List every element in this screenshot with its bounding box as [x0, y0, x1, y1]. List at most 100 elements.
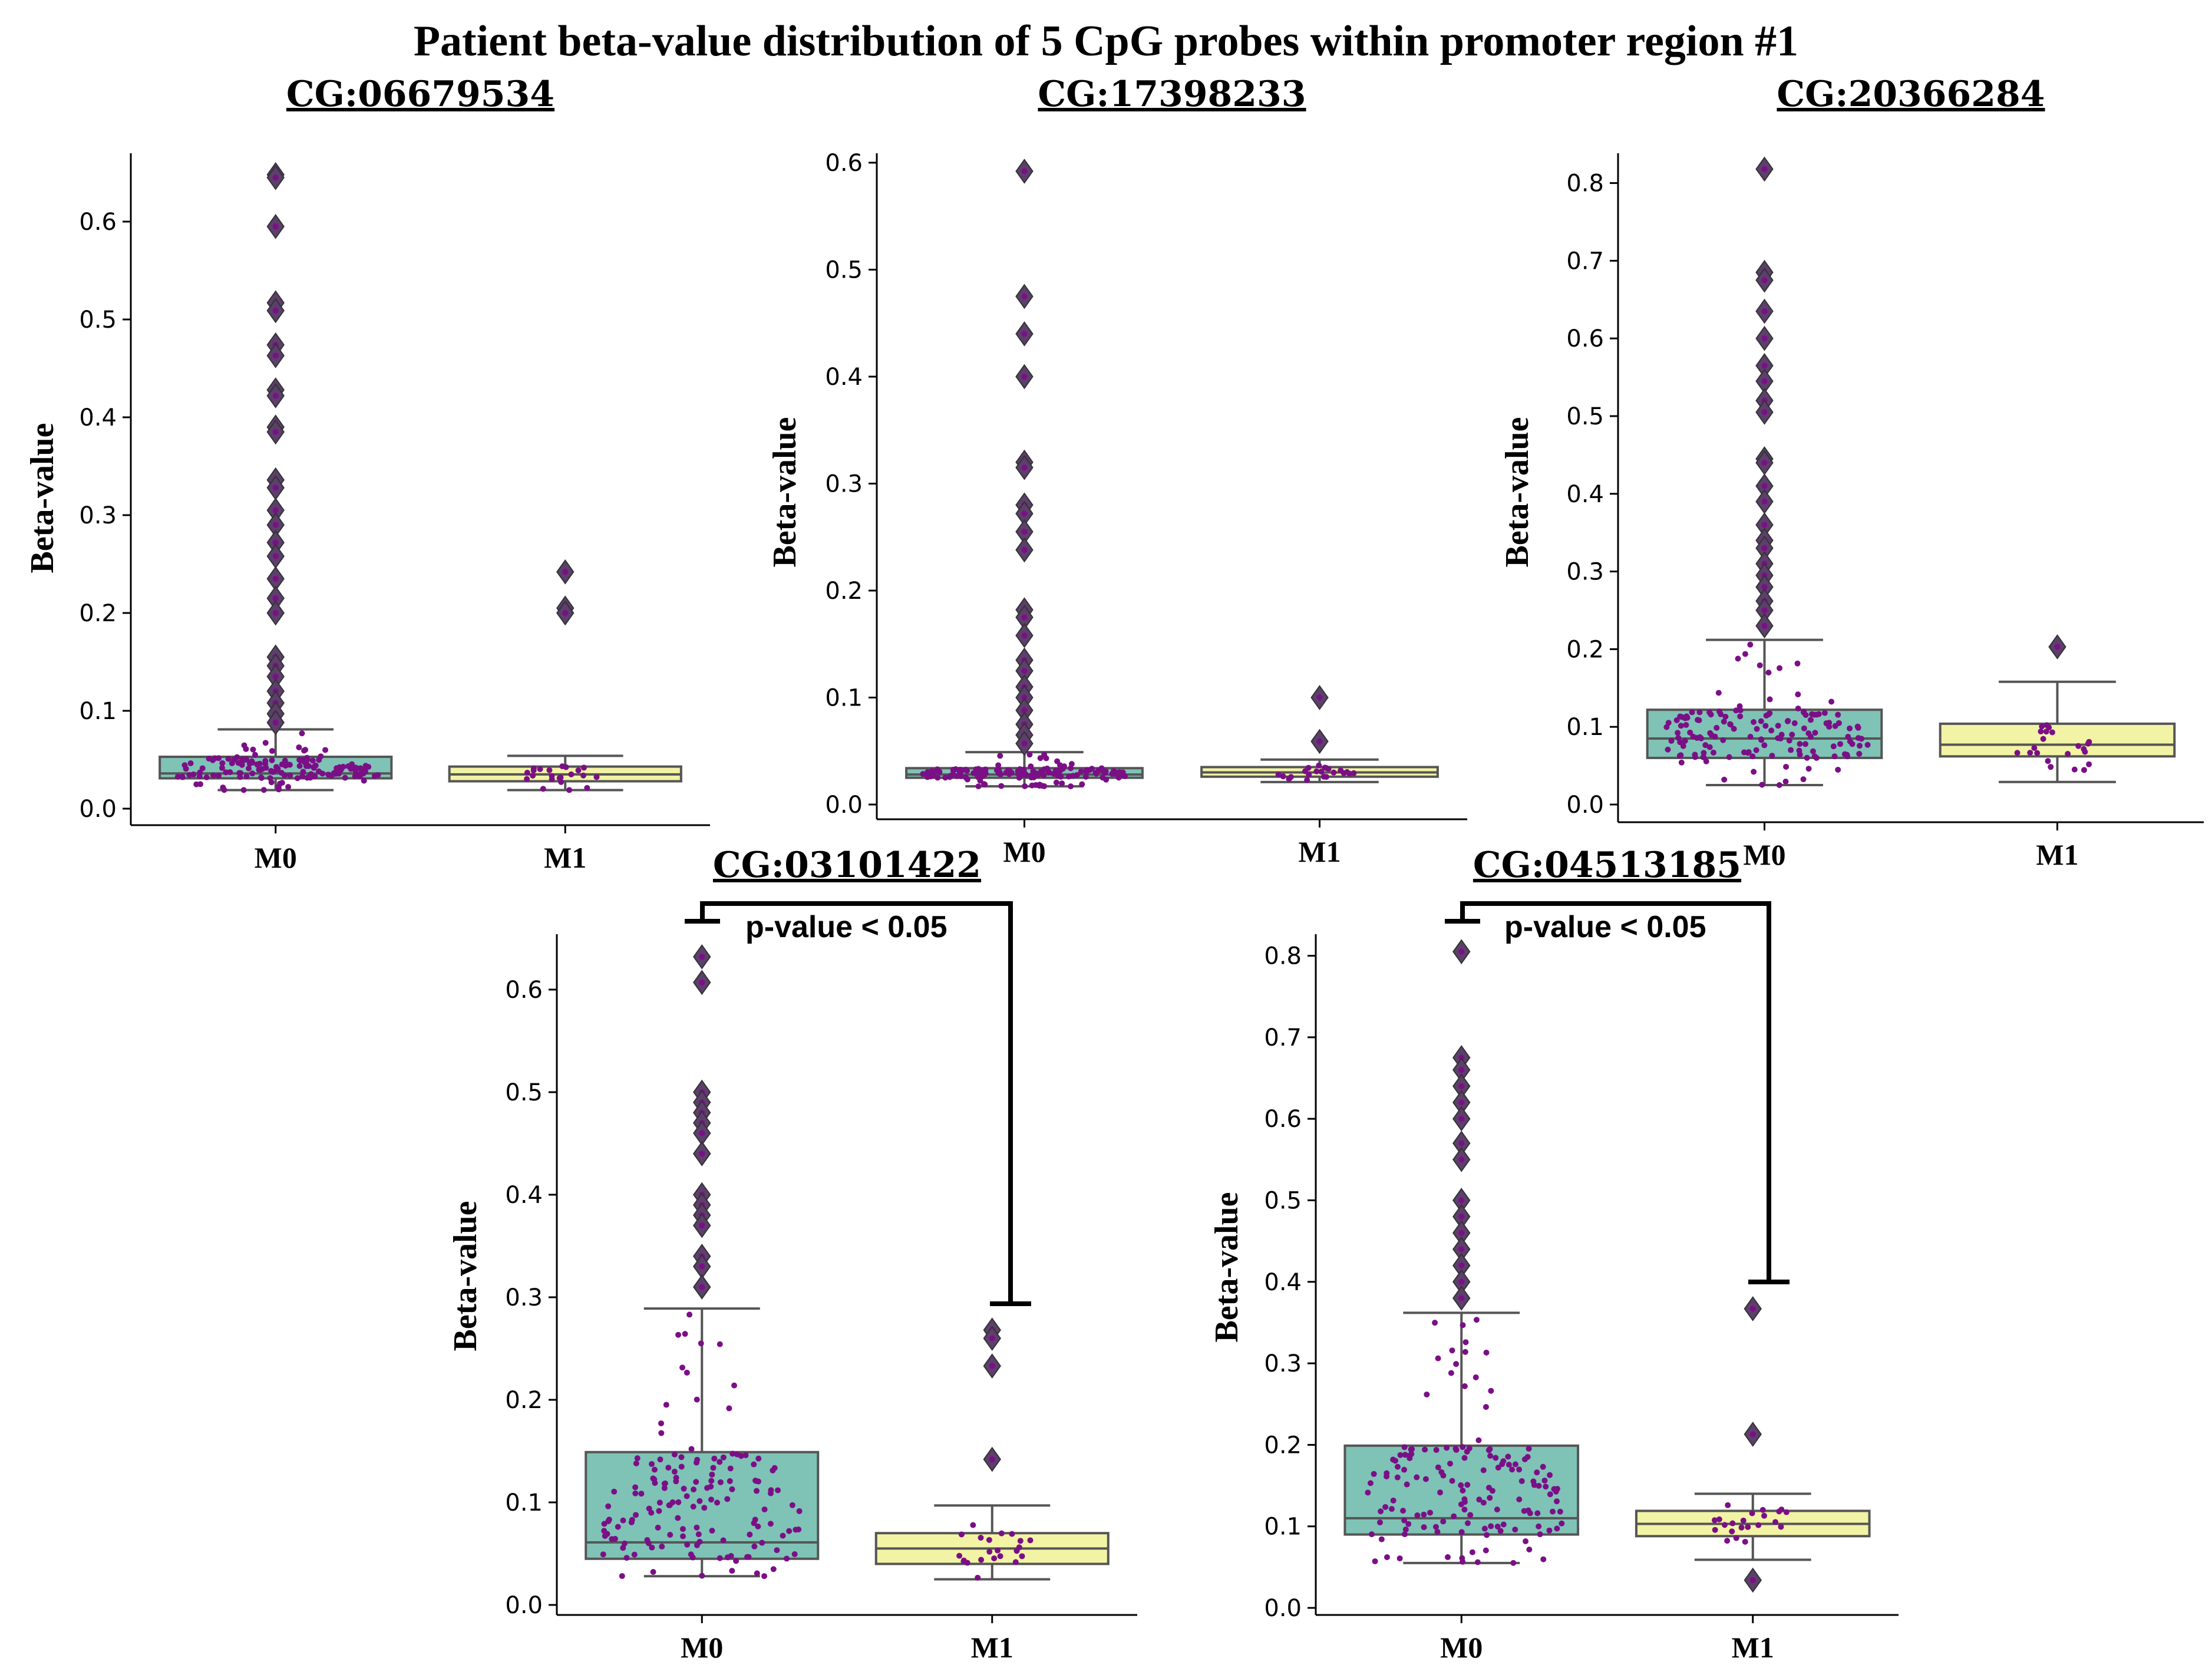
y-tick-label: 0.3: [505, 1284, 543, 1311]
swarm-point: [2065, 751, 2071, 757]
swarm-point: [294, 775, 301, 782]
swarm-point: [1365, 1489, 1371, 1496]
swarm-point: [1483, 1404, 1489, 1410]
swarm-point: [206, 756, 212, 762]
swarm-point: [1716, 1516, 1722, 1522]
swarm-point: [360, 770, 367, 777]
swarm-point: [1458, 1262, 1465, 1269]
swarm-point: [754, 1570, 760, 1577]
swarm-point: [559, 763, 566, 770]
swarm-point: [1761, 409, 1768, 416]
swarm-point: [2034, 750, 2041, 756]
swarm-point: [331, 770, 338, 776]
panel-title: CG:06679534: [286, 74, 554, 115]
swarm-point: [243, 756, 249, 762]
swarm-point: [1021, 668, 1028, 674]
swarm-point: [2071, 766, 2078, 773]
swarm-point: [1444, 1445, 1450, 1451]
swarm-point: [1021, 293, 1028, 299]
swarm-point: [1458, 1116, 1465, 1122]
swarm-point: [318, 753, 324, 760]
swarm-point: [2048, 764, 2054, 770]
y-tick-label: 0.4: [505, 1182, 543, 1209]
swarm-point: [1304, 777, 1310, 783]
swarm-point: [958, 1531, 965, 1538]
swarm-point: [1761, 308, 1768, 315]
swarm-point: [1737, 713, 1744, 720]
y-tick-label: 0.5: [825, 257, 863, 284]
swarm-point: [1751, 719, 1757, 726]
swarm-point: [1424, 1391, 1430, 1397]
x-tick-label: M1: [2036, 838, 2078, 871]
swarm-point: [1753, 747, 1759, 753]
swarm-point: [661, 1485, 668, 1491]
swarm-point: [1464, 1520, 1471, 1527]
swarm-point: [1078, 768, 1084, 774]
swarm-point: [1434, 1528, 1441, 1535]
swarm-point: [276, 786, 282, 793]
swarm-point: [1444, 1554, 1451, 1560]
swarm-point: [1540, 1463, 1546, 1470]
swarm-point: [1432, 1320, 1438, 1326]
swarm-point: [686, 1311, 693, 1318]
swarm-point: [272, 223, 279, 230]
swarm-point: [755, 1523, 761, 1529]
swarm-point: [675, 1515, 681, 1521]
swarm-point: [2039, 723, 2045, 730]
swarm-point: [174, 773, 181, 780]
swarm-point: [530, 772, 536, 779]
y-tick-label: 0.7: [1566, 248, 1604, 275]
swarm-point: [1453, 1361, 1460, 1367]
swarm-point: [1701, 754, 1707, 760]
swarm-point: [1675, 735, 1682, 741]
swarm-point: [997, 753, 1003, 759]
swarm-point: [1448, 1370, 1454, 1376]
swarm-point: [1749, 1431, 1756, 1438]
swarm-point: [978, 1534, 984, 1541]
swarm-point: [775, 1487, 781, 1494]
swarm-point: [263, 764, 269, 771]
swarm-point: [606, 1517, 612, 1523]
swarm-point: [272, 352, 279, 359]
swarm-point: [1382, 1504, 1389, 1510]
swarm-point: [995, 1547, 1001, 1554]
swarm-point: [268, 767, 275, 774]
swarm-point: [600, 1551, 606, 1558]
swarm-point: [1323, 774, 1329, 780]
swarm-point: [708, 1496, 714, 1503]
swarm-point: [296, 763, 303, 769]
swarm-point: [1541, 1477, 1548, 1484]
swarm-point: [272, 484, 279, 491]
swarm-point: [620, 1517, 626, 1524]
significance-bracket: [1460, 901, 1771, 1282]
swarm-point: [1021, 510, 1028, 517]
swarm-point: [566, 787, 573, 793]
swarm-point: [1400, 1508, 1407, 1514]
swarm-point: [1683, 722, 1689, 728]
swarm-point: [1510, 1560, 1517, 1566]
swarm-point: [699, 1130, 705, 1136]
swarm-point: [656, 1499, 663, 1506]
y-tick-label: 0.2: [505, 1387, 543, 1414]
swarm-point: [1801, 725, 1807, 731]
swarm-point: [671, 1451, 678, 1458]
y-tick-label: 0.8: [1264, 943, 1302, 970]
swarm-point: [1540, 1556, 1547, 1562]
swarm-point: [761, 1573, 768, 1580]
swarm-point: [1696, 734, 1703, 740]
swarm-point: [717, 1555, 723, 1561]
swarm-point: [1534, 1510, 1541, 1517]
swarm-point: [1523, 1538, 1529, 1545]
swarm-point: [1761, 498, 1768, 505]
swarm-point: [1718, 711, 1724, 717]
swarm-point: [1056, 769, 1062, 775]
swarm-point: [2054, 644, 2061, 650]
swarm-point: [729, 1486, 735, 1492]
swarm-point: [733, 1558, 739, 1564]
swarm-point: [632, 1484, 639, 1491]
chart-panel-5: CG:04513185 0.0 0.1 0.2 0.3 0.4 0.5 0.6 0.7 0.8 Be…: [1209, 845, 1899, 1664]
swarm-point: [1761, 545, 1768, 552]
y-tick-label: 0.3: [1264, 1350, 1302, 1377]
significance-bracket: [700, 901, 1013, 1304]
swarm-point: [285, 784, 292, 790]
